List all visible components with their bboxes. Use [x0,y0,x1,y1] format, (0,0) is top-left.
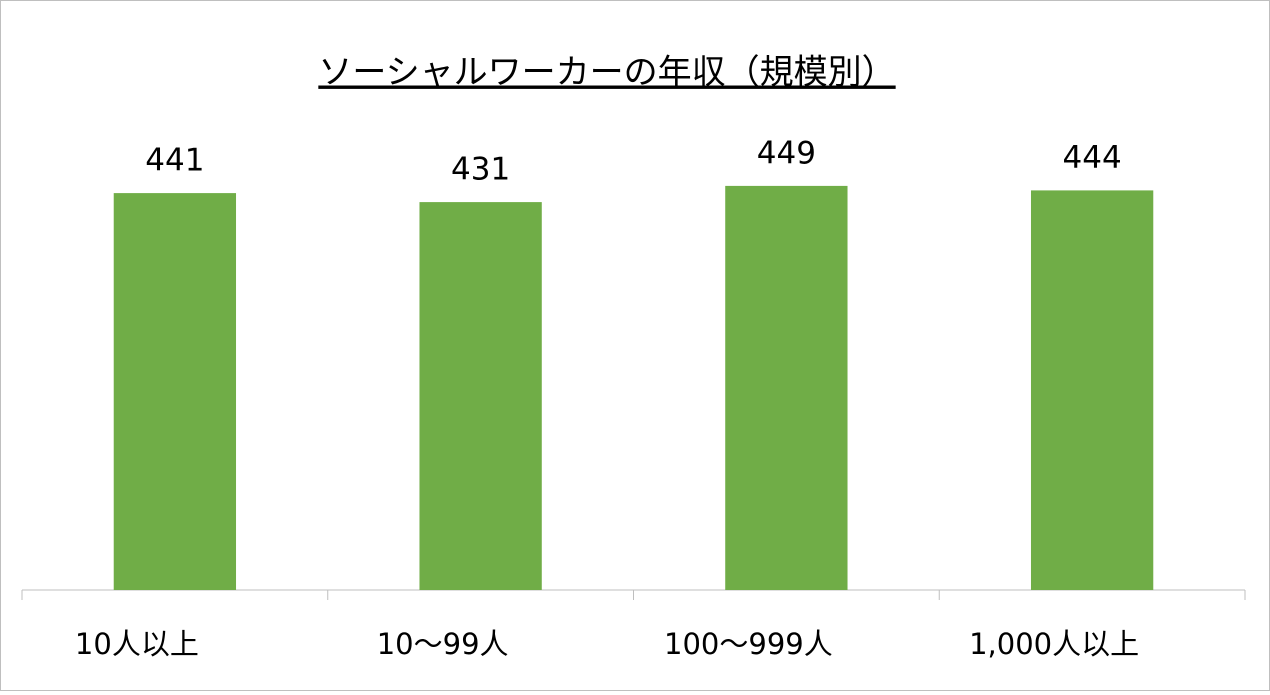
bar [419,202,542,590]
bar [725,185,848,590]
data-label: 441 [145,143,204,179]
x-tick-label: 100〜999人 [664,627,833,661]
chart-title: ソーシャルワーカーの年収（規模別） [318,53,895,93]
bar [113,193,237,590]
data-label: 449 [757,135,816,171]
bar [1030,190,1154,590]
data-label: 444 [1063,140,1122,176]
x-tick-label: 10〜99人 [377,627,509,661]
x-tick-label: 1,000人以上 [969,627,1139,661]
data-label: 431 [451,152,510,188]
x-tick-label: 10人以上 [75,627,199,661]
